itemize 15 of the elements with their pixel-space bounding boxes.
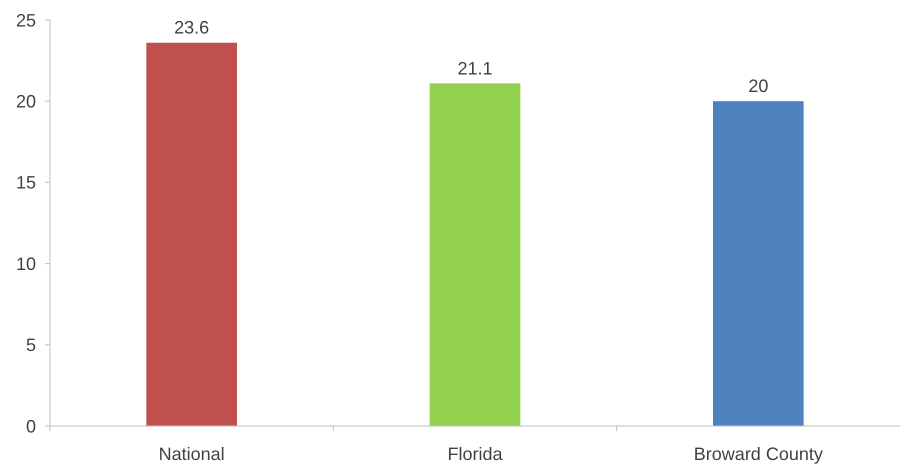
x-tick-label: Florida: [447, 444, 504, 464]
y-tick-label: 10: [16, 254, 36, 274]
data-label: 20: [748, 76, 768, 96]
data-label: 23.6: [174, 18, 210, 38]
bar: [713, 101, 804, 426]
bar: [430, 83, 520, 426]
x-tick-label: National: [158, 444, 225, 464]
x-tick-label: Broward County: [694, 444, 823, 464]
y-tick-label: 15: [16, 172, 36, 193]
y-tick-label: 20: [16, 92, 36, 112]
bar: [146, 42, 237, 426]
y-tick-label: 5: [26, 335, 36, 356]
y-tick-label: 0: [26, 416, 36, 436]
y-tick-label: 25: [16, 10, 36, 30]
data-label: 21.1: [457, 58, 493, 78]
